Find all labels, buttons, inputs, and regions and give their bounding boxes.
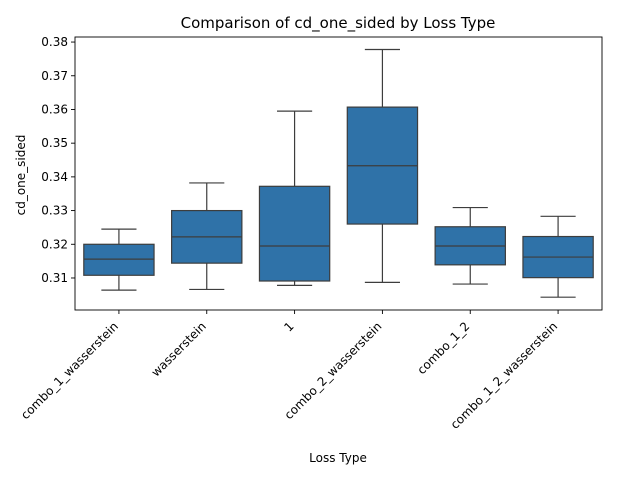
box-1 — [83, 228, 155, 291]
x-tick-label: 1 — [281, 319, 296, 334]
y-tick-label: 0.33 — [41, 204, 68, 218]
x-tick-label: combo_1_2 — [414, 319, 472, 377]
chart-title: Comparison of cd_one_sided by Loss Type — [181, 14, 496, 33]
y-tick-label: 0.37 — [41, 69, 68, 83]
x-tick-label: combo_1_wasserstein — [18, 319, 121, 422]
box-3 — [258, 110, 331, 286]
y-axis-label: cd_one_sided — [14, 135, 28, 216]
box-6 — [522, 215, 594, 298]
y-tick-label: 0.31 — [41, 271, 68, 285]
y-axis: 0.31 0.32 0.33 0.34 0.35 0.36 0.37 0.38 — [41, 35, 75, 285]
x-axis-label: Loss Type — [309, 451, 367, 465]
y-tick-label: 0.35 — [41, 136, 68, 150]
box-5 — [434, 206, 506, 285]
x-tick-label: combo_2_wasserstein — [282, 319, 385, 422]
y-tick-label: 0.36 — [41, 102, 68, 116]
box-iqr — [83, 243, 155, 276]
box-iqr — [258, 185, 331, 282]
plot-area — [74, 36, 603, 311]
y-tick-label: 0.38 — [41, 35, 68, 49]
x-axis: combo_1_wasserstein wasserstein 1combo_2_w… — [18, 310, 560, 432]
box-4 — [346, 48, 419, 283]
box-2 — [171, 182, 243, 291]
y-tick-label: 0.34 — [41, 170, 68, 184]
x-tick-label: wasserstein — [149, 319, 209, 379]
axes-frame — [74, 36, 603, 311]
y-tick-label: 0.32 — [41, 237, 68, 251]
